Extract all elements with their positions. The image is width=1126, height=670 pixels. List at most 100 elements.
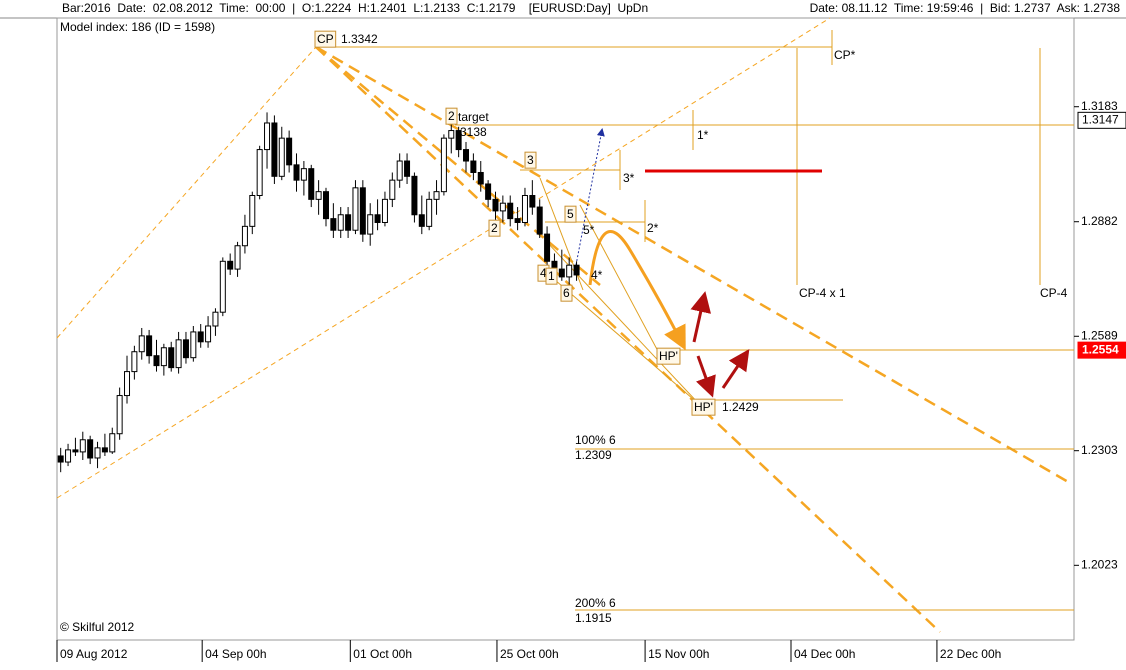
y-tick-label: 1.2882	[1081, 214, 1118, 228]
candle-body	[256, 149, 263, 197]
candle-body	[492, 198, 499, 212]
candle-body	[536, 206, 543, 235]
price-label: 1.3342	[341, 32, 378, 46]
wave-label: 3	[527, 153, 534, 167]
level-label: 100% 6	[575, 433, 616, 447]
candle-body	[197, 331, 204, 343]
price-marker-label: 1.2554	[1082, 342, 1119, 356]
price-marker	[1077, 111, 1126, 129]
header-right: Date: 08.11.12 Time: 19:59:46 | Bid: 1.2…	[810, 1, 1121, 15]
candle-body	[359, 187, 366, 235]
candle-body	[131, 351, 138, 373]
candle-body	[389, 179, 396, 200]
candle-body	[160, 347, 167, 367]
y-tick-label: 1.2023	[1081, 557, 1118, 571]
candle-body	[337, 214, 344, 231]
candle-body	[300, 168, 307, 181]
y-tick-label: 1.2303	[1081, 443, 1118, 457]
candle-body	[322, 191, 329, 220]
candle-body	[175, 339, 182, 369]
label-box	[445, 107, 458, 125]
candle-body	[477, 171, 484, 185]
drawings	[56, 17, 1074, 633]
candle-body	[212, 311, 219, 327]
candle-body	[499, 202, 506, 212]
wave-label: CP	[317, 32, 334, 46]
annotation-labels: CP 1.3342 2 target 3138 3 3* 5 5* 2 2* 1…	[314, 30, 1068, 625]
level-label: CP-4	[1040, 286, 1068, 300]
trend-line	[56, 46, 317, 339]
candle-body	[205, 325, 212, 343]
candles	[57, 112, 580, 473]
wave-label: 3*	[623, 171, 635, 185]
candle-body	[440, 137, 447, 193]
candle-body	[65, 449, 72, 463]
trend-line	[56, 17, 831, 499]
candle-body	[190, 331, 197, 359]
wave-label: 4*	[591, 268, 603, 282]
candle-body	[138, 335, 145, 353]
candle-body	[249, 195, 256, 227]
candle-body	[544, 233, 551, 262]
wave-label: 1*	[697, 128, 709, 142]
candle-body	[426, 198, 433, 227]
projection-arrow	[575, 128, 605, 266]
x-tick-label: 04 Dec 00h	[794, 647, 855, 661]
label-box	[545, 267, 558, 285]
x-tick-label: 01 Oct 00h	[353, 647, 412, 661]
candle-body	[418, 214, 425, 227]
candle-body	[514, 218, 521, 223]
candle-body	[529, 195, 536, 208]
fan-line	[554, 279, 701, 406]
candle-body	[101, 447, 108, 453]
wave-label: 2*	[647, 221, 659, 235]
candle-body	[264, 122, 271, 151]
label-box	[691, 398, 716, 416]
wave-label: 5*	[583, 223, 595, 237]
candle-body	[521, 195, 528, 223]
x-tick-label: 25 Oct 00h	[500, 647, 559, 661]
channel-line	[315, 46, 941, 633]
candle-body	[345, 214, 352, 231]
price-label: 1.1915	[575, 611, 612, 625]
candle-body	[367, 214, 374, 235]
candle-body	[153, 355, 160, 367]
candle-body	[566, 264, 573, 278]
price-label: 1.2309	[575, 448, 612, 462]
candle-body	[109, 433, 116, 453]
candle-body	[219, 260, 226, 313]
wave-label: 4	[540, 266, 547, 280]
target-label: target	[458, 110, 489, 124]
y-tick-label: 1.2589	[1081, 328, 1118, 342]
label-box	[488, 219, 501, 237]
candle-body	[485, 183, 492, 200]
price-marker	[1077, 341, 1126, 359]
candle-body	[470, 160, 477, 173]
x-tick-label: 04 Sep 00h	[205, 647, 266, 661]
x-tick-label: 09 Aug 2012	[60, 647, 128, 661]
candle-body	[448, 130, 455, 139]
price-label: 3138	[460, 125, 487, 139]
header-left: Bar:2016 Date: 02.08.2012 Time: 00:00 | …	[62, 1, 648, 15]
candle-body	[455, 130, 462, 151]
label-box	[560, 284, 573, 302]
model-index: Model index: 186 (ID = 1598)	[60, 20, 215, 34]
candle-body	[330, 218, 337, 231]
candle-body	[87, 439, 94, 459]
wave-label: 1	[548, 269, 555, 283]
label-box	[314, 30, 337, 48]
wave-label: 2	[448, 109, 455, 123]
candle-body	[146, 335, 153, 357]
level-label: CP-4 x 1	[799, 286, 846, 300]
copyright: © Skilful 2012	[60, 620, 135, 634]
x-tick-label: 15 Nov 00h	[648, 647, 709, 661]
candle-body	[396, 160, 403, 181]
candle-body	[374, 214, 381, 223]
price-marker-label: 1.3147	[1082, 113, 1119, 127]
y-tick-label: 1.3183	[1081, 99, 1118, 113]
candle-body	[57, 455, 64, 463]
candle-body	[411, 175, 418, 216]
wave-label: 2	[491, 221, 498, 235]
